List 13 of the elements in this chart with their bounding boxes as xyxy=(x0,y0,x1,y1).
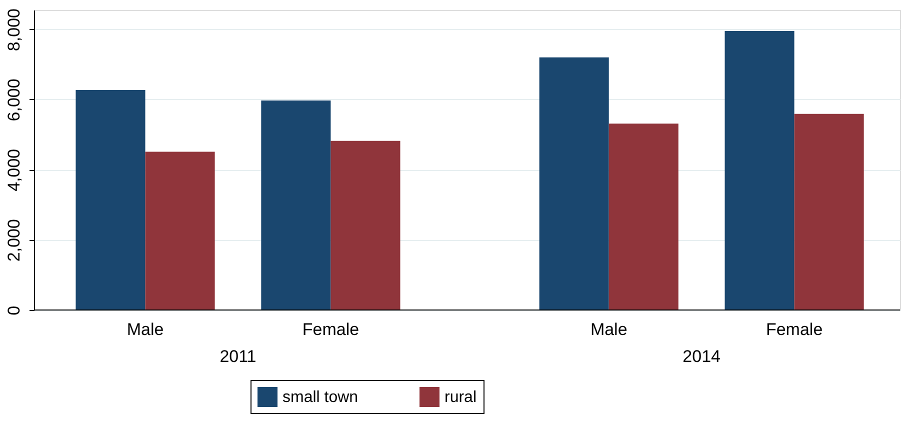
y-tick-label: 2,000 xyxy=(4,219,24,262)
text: 2011 xyxy=(220,347,256,366)
text: 2014 xyxy=(682,347,720,366)
y-tick-label: 4,000 xyxy=(4,148,24,192)
x-tick-label: Male xyxy=(126,320,164,339)
x-tick-label: Female xyxy=(766,320,823,339)
y-tick-label: 8,000 xyxy=(4,8,24,52)
x-tick-label: Male xyxy=(590,320,628,339)
legend-label: small town xyxy=(282,389,358,406)
x-tick-label: Female xyxy=(302,320,360,339)
legend-label: rural xyxy=(444,389,477,406)
y-tick-label: 0 xyxy=(4,306,24,316)
y-tick-label: 6,000 xyxy=(4,78,24,122)
